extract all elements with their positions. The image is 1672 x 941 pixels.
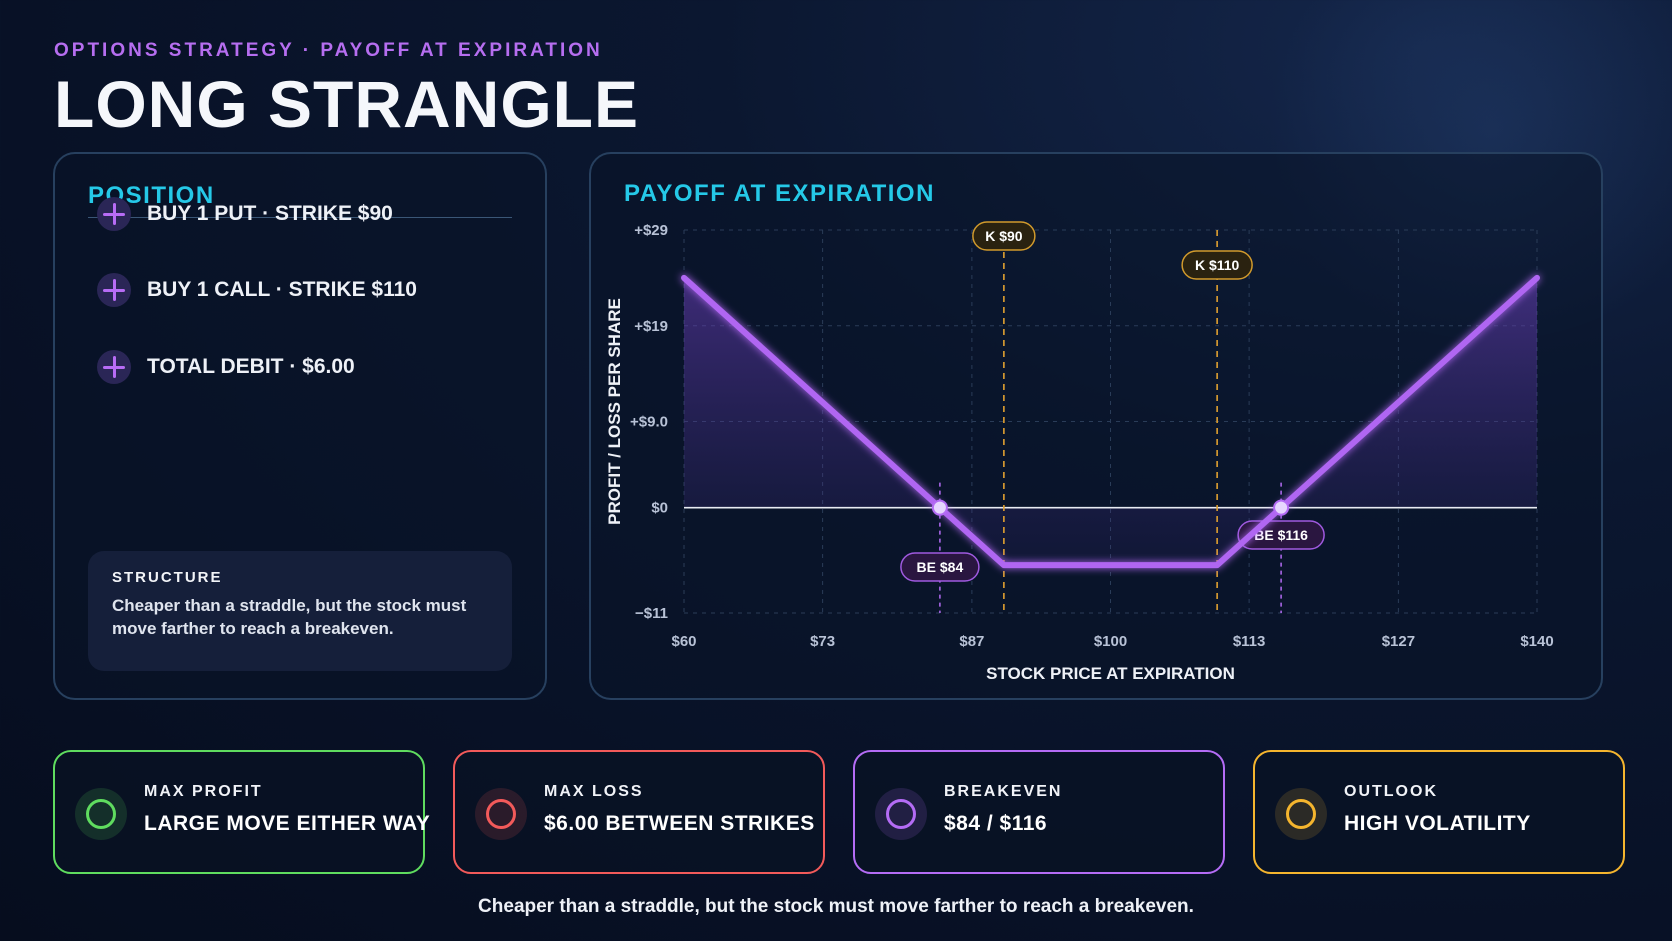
- structure-label: STRUCTURE: [112, 569, 223, 586]
- x-tick-label: $100: [1094, 633, 1127, 650]
- x-tick-label: $113: [1233, 633, 1266, 650]
- structure-box: STRUCTURE Cheaper than a straddle, but t…: [88, 551, 512, 671]
- y-axis-label: PROFIT / LOSS PER SHARE: [605, 298, 624, 525]
- chart-panel: PAYOFF AT EXPIRATION K $90 K $110 BE $84 BE…: [589, 152, 1603, 700]
- stat-card-max-profit: MAX PROFIT LARGE MOVE EITHER WAY: [53, 750, 430, 874]
- y-tick-label: +$29: [634, 222, 668, 239]
- stat-label: OUTLOOK: [1344, 783, 1438, 800]
- payoff-chart: K $90 K $110 BE $84 BE $116 −$11 $0 +$9.0 +$19 +…: [605, 221, 1554, 683]
- stat-label: MAX PROFIT: [144, 783, 263, 800]
- chart-heading: PAYOFF AT EXPIRATION: [624, 180, 935, 207]
- strike-label: K $110: [1195, 257, 1240, 273]
- stat-value: $6.00 BETWEEN STRIKES: [544, 812, 815, 835]
- stat-value: $84 / $116: [944, 812, 1048, 835]
- strike-label: K $90: [985, 228, 1023, 244]
- leg-text: TOTAL DEBIT · $6.00: [147, 355, 355, 378]
- stat-label: MAX LOSS: [544, 783, 644, 800]
- x-tick-label: $140: [1520, 633, 1553, 650]
- stat-value: LARGE MOVE EITHER WAY: [144, 812, 431, 835]
- circle-icon: [86, 799, 116, 829]
- circle-icon: [486, 799, 516, 829]
- y-tick-label: +$9.0: [630, 414, 668, 431]
- leg-row-put: BUY 1 PUT · STRIKE $90: [97, 197, 393, 231]
- structure-text: Cheaper than a straddle, but the stock m…: [112, 596, 467, 638]
- stat-icon-bg: [75, 788, 127, 840]
- circle-icon: [1286, 799, 1316, 829]
- strike-label-bg: [972, 221, 1036, 251]
- leg-row-call: BUY 1 CALL · STRIKE $110: [97, 273, 417, 307]
- leg-text: BUY 1 CALL · STRIKE $110: [147, 278, 417, 301]
- x-tick-label: $87: [959, 633, 984, 650]
- stat-icon-bg: [475, 788, 527, 840]
- x-axis-label: STOCK PRICE AT EXPIRATION: [986, 664, 1235, 683]
- stat-card-max-loss: MAX LOSS $6.00 BETWEEN STRIKES: [453, 750, 825, 874]
- plus-icon: [97, 273, 131, 307]
- x-tick-label: $60: [671, 633, 696, 650]
- x-tick-label: $73: [810, 633, 835, 650]
- x-tick-label: $127: [1382, 633, 1415, 650]
- breakeven-label: BE $84: [917, 559, 964, 575]
- stat-icon-bg: [875, 788, 927, 840]
- breakeven-point: [931, 499, 948, 516]
- stat-label: BREAKEVEN: [944, 783, 1063, 800]
- plus-icon: [97, 350, 131, 384]
- y-tick-label: $0: [651, 500, 668, 517]
- y-tick-label: +$19: [634, 318, 668, 335]
- leg-row-debit: TOTAL DEBIT · $6.00: [97, 350, 355, 384]
- payoff-area: [684, 277, 1537, 566]
- breakeven-label-bg: [900, 552, 980, 582]
- plus-icon: [97, 197, 131, 231]
- circle-icon: [886, 799, 916, 829]
- leg-text: BUY 1 PUT · STRIKE $90: [147, 202, 393, 225]
- footer-caption: Cheaper than a straddle, but the stock m…: [478, 896, 1194, 917]
- strike-label-bg: [1181, 250, 1253, 280]
- breakeven-label: BE $116: [1254, 527, 1308, 543]
- stat-card-outlook: OUTLOOK HIGH VOLATILITY: [1253, 750, 1625, 874]
- y-tick-label: −$11: [635, 605, 668, 622]
- stat-icon-bg: [1275, 788, 1327, 840]
- page-title: LONG STRANGLE: [54, 67, 639, 141]
- stat-value: HIGH VOLATILITY: [1344, 812, 1531, 835]
- position-divider: [88, 217, 512, 218]
- breakeven-point: [1273, 499, 1290, 516]
- payoff-line: [681, 274, 1540, 569]
- eyebrow-label: OPTIONS STRATEGY · PAYOFF AT EXPIRATION: [54, 40, 603, 61]
- position-panel: POSITION BUY 1 PUT · STRIKE $90 BUY 1 CA…: [53, 152, 547, 700]
- stat-card-breakeven: BREAKEVEN $84 / $116: [853, 750, 1225, 874]
